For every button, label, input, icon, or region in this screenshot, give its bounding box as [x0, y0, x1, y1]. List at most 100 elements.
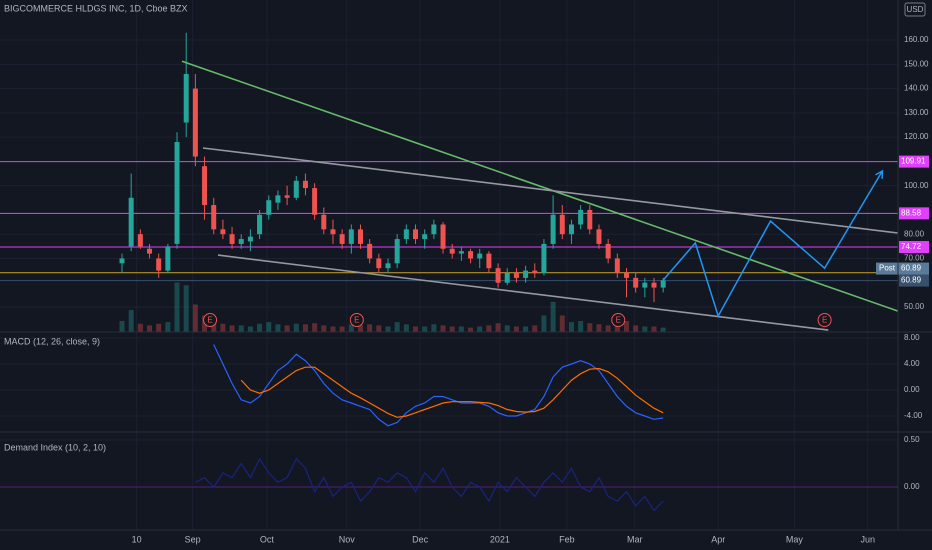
earnings-label: E — [822, 316, 827, 325]
volume-bar — [449, 326, 455, 332]
price-tag-label: 88.58 — [901, 208, 922, 217]
candle-body — [119, 258, 125, 264]
volume-bar — [247, 326, 253, 332]
projection-path — [662, 170, 884, 318]
volume-bar — [330, 326, 336, 332]
candle-body — [559, 214, 565, 235]
candle-body — [147, 248, 153, 254]
candle-body — [321, 214, 327, 230]
volume-bar — [495, 323, 501, 332]
candle-body — [623, 273, 629, 278]
pane-title: MACD (12, 26, close, 9) — [4, 336, 100, 346]
y-tick-label: 130.00 — [904, 108, 929, 117]
post-tag-price: 60.89 — [901, 264, 922, 273]
chart-title: BIGCOMMERCE HLDGS INC, 1D, Cboe BZX — [4, 3, 188, 13]
candle-body — [523, 270, 529, 278]
candle-body — [220, 229, 226, 235]
price-tag — [899, 207, 929, 220]
volume-bar — [238, 325, 244, 332]
volume-bar — [596, 324, 602, 332]
candle-body — [541, 243, 547, 274]
marks — [119, 32, 899, 512]
post-tag-label: Post — [879, 264, 896, 273]
currency-box[interactable] — [904, 2, 926, 17]
x-tick-label: 10 — [132, 534, 142, 544]
volume-bar — [477, 326, 483, 332]
volume-bar — [513, 326, 519, 332]
volume-bar — [367, 324, 373, 332]
candle-body — [578, 209, 584, 225]
candle-body — [550, 214, 556, 244]
volume-bar — [302, 324, 308, 332]
candle-body — [413, 229, 419, 240]
price-tag — [899, 241, 929, 254]
volume-bar — [385, 326, 391, 332]
volume-bar — [413, 326, 419, 332]
candle-body — [376, 258, 382, 269]
earnings-marker — [349, 313, 364, 327]
y-tick-label: 50.00 — [904, 302, 925, 311]
price-tag-label: 109.91 — [901, 157, 926, 166]
volume-bar — [587, 323, 593, 332]
candle-body — [486, 253, 492, 269]
volume-bar — [422, 326, 428, 332]
candle-body — [431, 224, 437, 235]
volume-bar — [348, 324, 354, 332]
volume-bar — [660, 327, 666, 332]
currency[interactable]: USD — [907, 5, 924, 14]
volume-bar — [257, 323, 263, 332]
volume-bar — [431, 324, 437, 332]
earnings-label: E — [616, 316, 621, 325]
candle-body — [202, 166, 208, 206]
candle-body — [394, 239, 400, 264]
volume-bar — [312, 323, 318, 332]
candle-body — [312, 188, 318, 215]
trend-line — [202, 147, 899, 234]
candle-body — [614, 258, 620, 274]
volume-bar — [578, 321, 584, 332]
y-tick-label: 8.00 — [904, 333, 920, 342]
volume-bar — [532, 325, 538, 332]
trend-line — [181, 60, 899, 312]
volume-bar — [403, 324, 409, 332]
candle-body — [128, 197, 134, 247]
y-tick-label: -4.00 — [904, 411, 923, 420]
indicator-line — [213, 344, 664, 427]
candle-body — [596, 229, 602, 244]
candle-body — [257, 214, 263, 235]
candle-body — [633, 277, 639, 288]
price-tag — [899, 155, 929, 168]
candle-body — [440, 224, 446, 249]
volume-bar — [220, 323, 226, 332]
y-tick-label: 160.00 — [904, 35, 929, 44]
candle-body — [284, 195, 290, 198]
candle-body — [238, 239, 244, 244]
volume-bar — [147, 325, 153, 332]
volume-bar — [119, 321, 125, 332]
volume-bar — [623, 321, 629, 332]
volume-bar — [486, 325, 492, 332]
candle-body — [568, 224, 574, 235]
volume-bar — [550, 301, 556, 332]
earnings-label: E — [207, 316, 212, 325]
volume-bar — [559, 315, 565, 332]
x-tick-label: Dec — [412, 534, 429, 544]
candle-body — [156, 258, 162, 271]
volume-bar — [174, 282, 180, 332]
candle-body — [211, 205, 217, 230]
candle-body — [422, 234, 428, 240]
candle-body — [229, 234, 235, 244]
candle-body — [495, 268, 501, 283]
volume-bar — [458, 326, 464, 332]
candle-body — [587, 209, 593, 230]
volume-bar — [376, 325, 382, 332]
volume-bar — [651, 326, 657, 332]
earnings-label: E — [354, 316, 359, 325]
volume-bar — [614, 323, 620, 332]
volume-bar — [633, 325, 639, 332]
volume-bar — [642, 326, 648, 332]
price-tag-label: 74.72 — [901, 242, 922, 251]
candle-body — [367, 243, 373, 259]
volume-bar — [504, 325, 510, 332]
